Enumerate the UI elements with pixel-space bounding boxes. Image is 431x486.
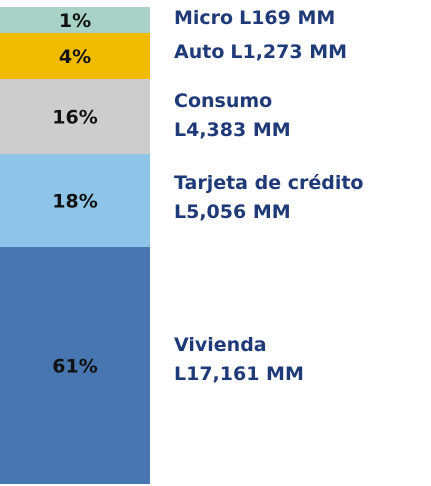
value-label-micro: L169 MM [239,7,335,29]
bar-segment-vivienda [0,247,150,484]
bar-segments [0,7,150,484]
category-labels: Micro L169 MM Auto L1,273 MM Consumo L4,383 M… [174,7,364,385]
percent-label-tarjeta-de-credito: 18% [52,191,97,213]
category-label-tarjeta-de-credito: Tarjeta de crédito [174,172,364,194]
bar-segment-tarjeta-de-credito [0,154,150,247]
category-label-micro: Micro [174,7,233,29]
value-label-auto: L1,273 MM [230,41,347,63]
category-label-consumo: Consumo [174,90,272,112]
bar-segment-consumo [0,79,150,154]
category-label-auto: Auto [174,41,224,63]
bar-segment-auto [0,33,150,79]
percent-label-consumo: 16% [52,107,97,129]
category-label-vivienda: Vivienda [174,334,267,356]
bar-segment-micro [0,7,150,33]
percent-label-micro: 1% [59,10,91,32]
percent-labels: 1% 4% 16% 18% 61% [52,10,97,378]
value-label-consumo: L4,383 MM [174,119,291,141]
value-label-tarjeta-de-credito: L5,056 MM [174,201,291,223]
percent-label-auto: 4% [59,46,91,68]
percent-label-vivienda: 61% [52,356,97,378]
value-label-vivienda: L17,161 MM [174,363,304,385]
